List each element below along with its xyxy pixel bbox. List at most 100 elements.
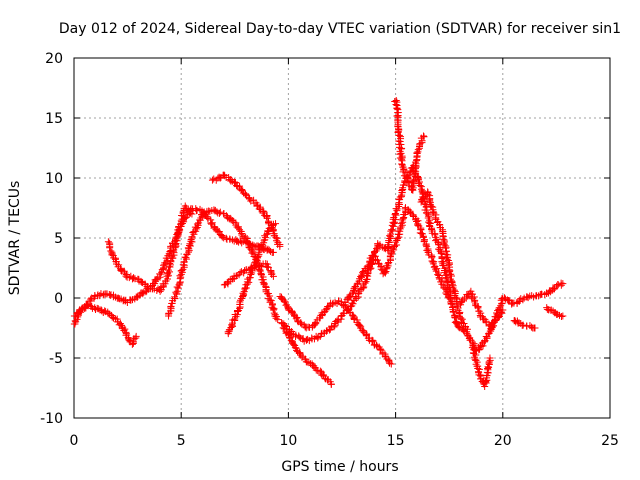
data-point (481, 383, 489, 391)
data-point (263, 213, 271, 221)
data-point (361, 279, 369, 287)
data-point (239, 289, 247, 297)
data-point (208, 219, 216, 227)
data-point (349, 300, 357, 308)
data-point (391, 238, 399, 246)
data-point (117, 321, 125, 329)
data-point (216, 208, 224, 216)
data-point (467, 287, 475, 295)
data-point (553, 282, 561, 290)
data-point (255, 205, 263, 213)
data-point (364, 263, 372, 271)
data-point (238, 231, 246, 239)
data-point (272, 314, 280, 322)
data-point (164, 266, 172, 274)
data-point (452, 319, 460, 327)
data-point (357, 272, 365, 280)
data-point (559, 280, 567, 288)
data-point (104, 310, 112, 318)
data-point (177, 273, 185, 281)
data-point (554, 281, 562, 289)
data-point (396, 138, 404, 146)
data-point (395, 131, 403, 139)
data-point (403, 173, 411, 181)
data-point (455, 323, 463, 331)
data-point (479, 342, 487, 350)
data-point (134, 292, 142, 300)
data-point (425, 218, 433, 226)
data-point (410, 176, 418, 184)
data-point (394, 234, 402, 242)
data-point (281, 321, 289, 329)
data-point (410, 170, 418, 178)
data-point (375, 242, 383, 250)
data-point (476, 371, 484, 379)
data-point (179, 208, 187, 216)
data-point (117, 267, 125, 275)
data-point (428, 226, 436, 234)
data-point (236, 226, 244, 234)
data-point (365, 261, 373, 269)
y-tick-label: 20 (45, 51, 63, 67)
data-point (172, 288, 180, 296)
data-point (272, 220, 280, 228)
data-point (272, 237, 280, 245)
data-point (414, 221, 422, 229)
data-point (132, 332, 140, 340)
data-point (130, 274, 138, 282)
data-point (474, 364, 482, 372)
data-point (272, 234, 280, 242)
data-point (223, 279, 231, 287)
data-point (296, 319, 304, 327)
data-point (267, 247, 275, 255)
data-point (380, 244, 388, 252)
data-point (455, 324, 463, 332)
data-point (290, 341, 298, 349)
data-point (454, 322, 462, 330)
data-point (419, 132, 427, 140)
data-point (236, 298, 244, 306)
data-point (420, 133, 428, 141)
data-point (392, 100, 400, 108)
data-point (482, 377, 490, 385)
data-point (225, 215, 233, 223)
data-point (269, 272, 277, 280)
x-tick-label: 5 (177, 433, 186, 449)
data-point (330, 323, 338, 331)
data-point (376, 345, 384, 353)
data-point (295, 349, 303, 357)
data-point (87, 295, 95, 303)
data-point (387, 360, 395, 368)
x-tick-label: 15 (387, 433, 405, 449)
data-point (426, 222, 434, 230)
data-point (137, 277, 145, 285)
chart-title: Day 012 of 2024, Sidereal Day-to-day VTE… (59, 21, 621, 37)
data-point (458, 315, 466, 323)
y-tick-label: 15 (45, 111, 63, 127)
data-point (393, 105, 401, 113)
data-point (398, 160, 406, 168)
data-point (244, 240, 252, 248)
data-point (453, 302, 461, 310)
data-point (423, 209, 431, 217)
data-point (127, 296, 135, 304)
data-point (404, 177, 412, 185)
data-point (469, 295, 477, 303)
data-point (391, 210, 399, 218)
data-point (398, 144, 406, 152)
data-point (428, 203, 436, 211)
data-point (186, 209, 194, 217)
data-point (474, 304, 482, 312)
data-point (426, 197, 434, 205)
data-point (106, 244, 114, 252)
data-point (449, 308, 457, 316)
data-point (483, 333, 491, 341)
data-point (156, 270, 164, 278)
data-point (437, 250, 445, 258)
data-point (158, 266, 166, 274)
data-point (415, 178, 423, 186)
axis-ticks: 0 5 10 15 20 25 -10 -5 0 5 10 15 20 (40, 51, 619, 449)
data-point (258, 241, 266, 249)
data-point (381, 352, 389, 360)
